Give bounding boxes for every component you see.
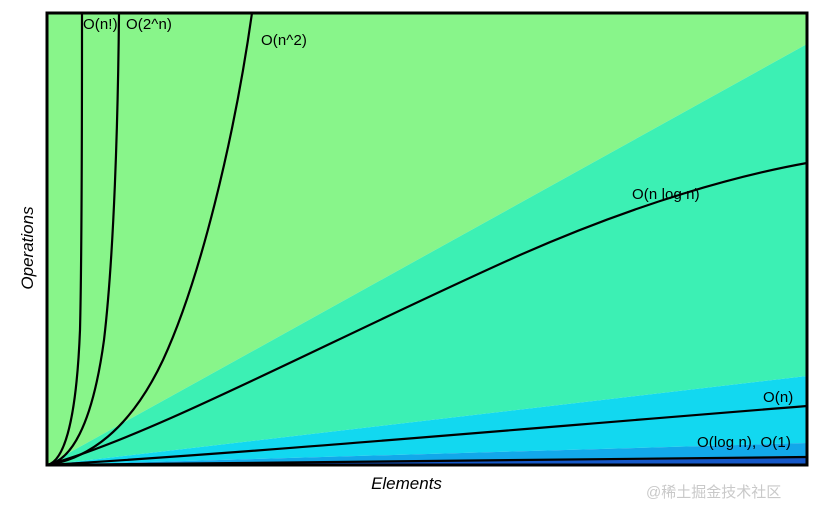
curve-label-n-log-n: O(n log n) [632,186,700,203]
plot-border [45,11,809,467]
zone-horrible [47,13,807,465]
curve-2-pow-n [47,13,121,465]
curve-label-n-squared: O(n^2) [261,32,307,49]
zone-good [47,443,807,465]
curve-n-squared [47,13,254,465]
curve-log-n-and-constant [47,455,807,465]
curve-label-2-pow-n: O(2^n) [126,16,172,33]
complexity-zones [47,13,807,465]
watermark: @稀土掘金技术社区 [646,484,782,501]
complexity-curves [47,13,807,465]
curve-n-linear [47,404,807,465]
curve-n-factorial [47,13,84,465]
zone-bad [47,44,807,465]
x-axis-label: Elements [371,474,442,493]
curve-n-log-n [47,161,807,465]
y-axis-label: Operations [18,206,37,290]
curve-label-n-linear: O(n) [763,389,794,406]
zone-fair [47,376,807,465]
curve-label-n-factorial: O(n!) [83,16,118,33]
curve-label-log-n-and-constant: O(log n), O(1) [697,434,791,451]
